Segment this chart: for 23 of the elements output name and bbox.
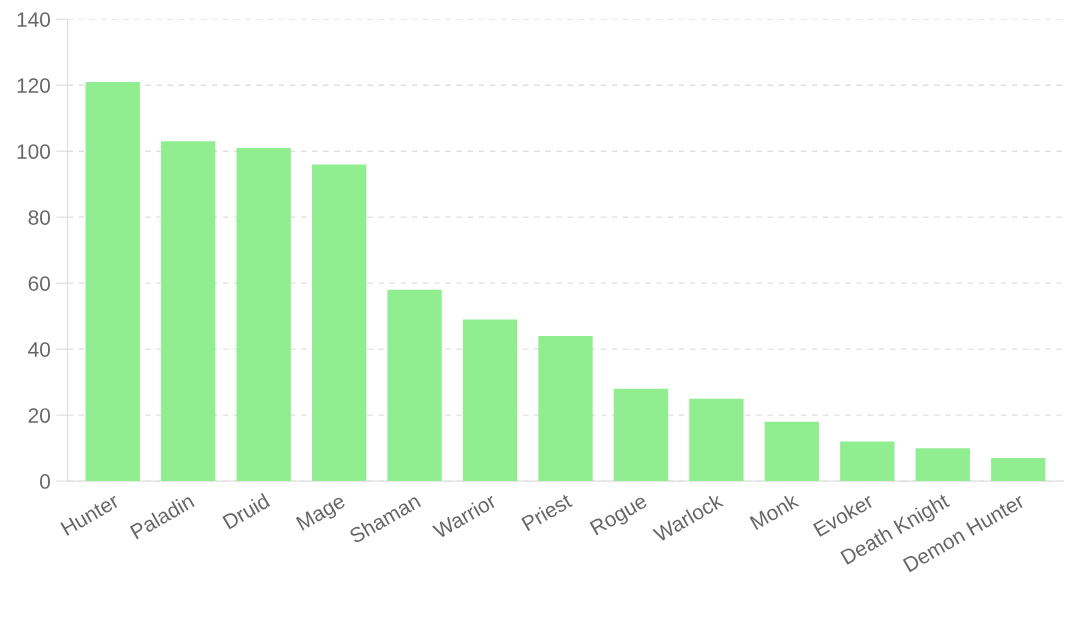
bar bbox=[613, 388, 669, 482]
bar bbox=[991, 458, 1046, 482]
y-tick-label: 0 bbox=[40, 474, 50, 489]
y-tick-label: 120 bbox=[17, 78, 50, 93]
bar bbox=[311, 164, 367, 482]
bar bbox=[689, 398, 744, 482]
y-tick-label: 60 bbox=[28, 276, 50, 291]
y-tick-label: 100 bbox=[17, 144, 50, 159]
y-tick-label: 40 bbox=[28, 342, 50, 357]
x-tick-label: Mage bbox=[295, 493, 349, 535]
y-tick-label: 140 bbox=[17, 12, 50, 27]
bar bbox=[764, 421, 820, 482]
bar bbox=[462, 319, 518, 482]
bar bbox=[236, 147, 291, 482]
bar bbox=[538, 335, 593, 482]
y-tick-label: 80 bbox=[28, 210, 50, 225]
bar bbox=[840, 441, 895, 482]
bar bbox=[915, 448, 970, 482]
bar bbox=[85, 81, 140, 482]
bar bbox=[387, 289, 442, 482]
x-tick-label: Monk bbox=[749, 492, 800, 531]
bar bbox=[161, 141, 216, 482]
y-tick-label: 20 bbox=[28, 408, 50, 423]
